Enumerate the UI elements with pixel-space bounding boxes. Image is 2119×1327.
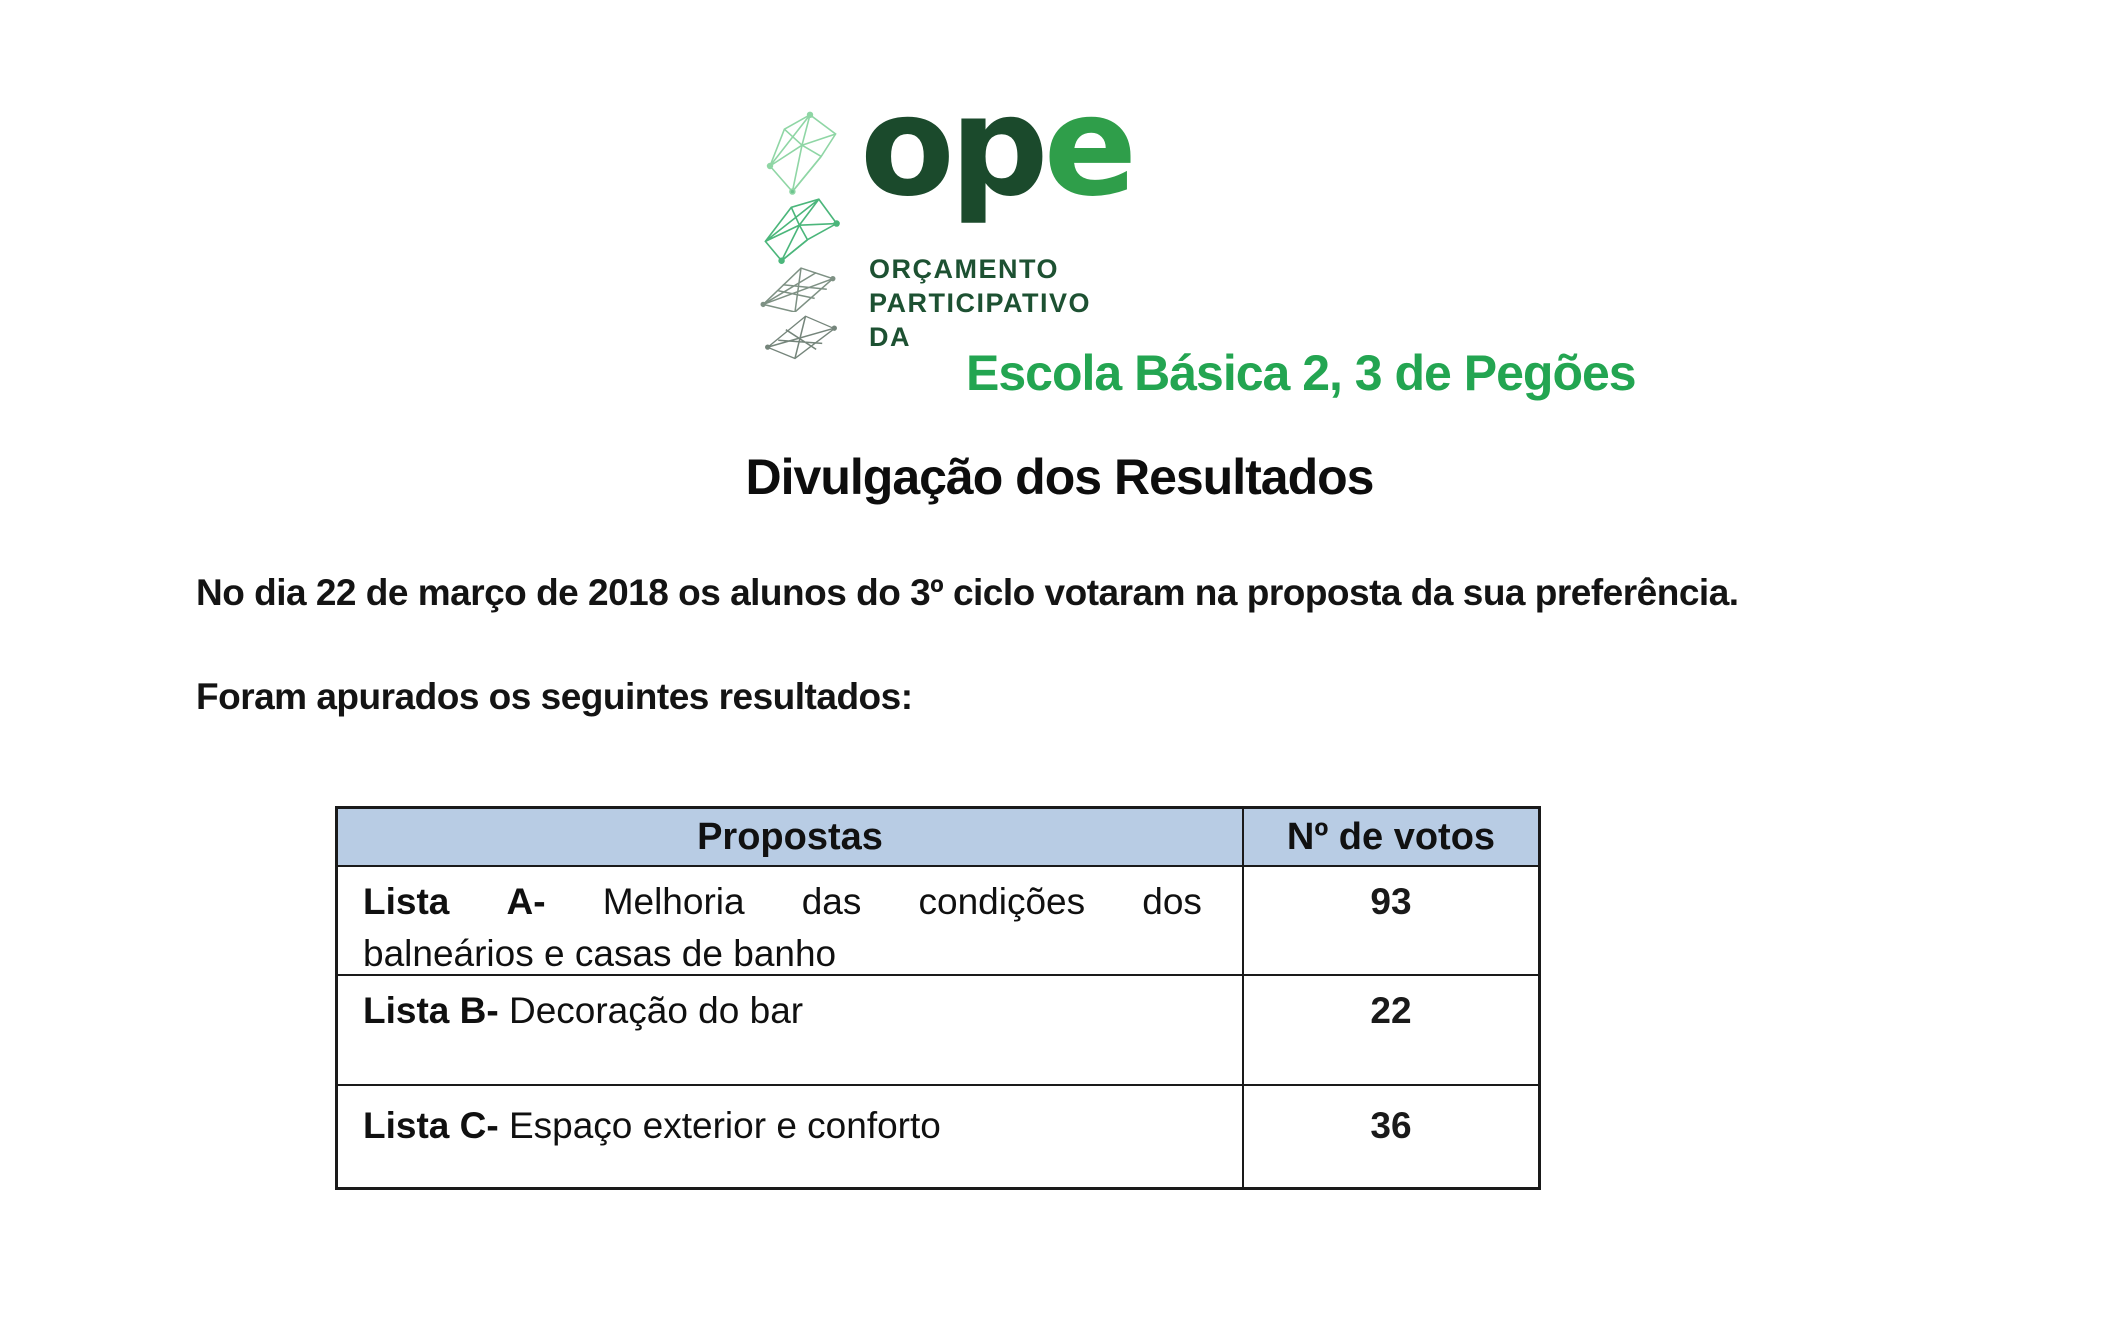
table-header-votes: Nº de votos — [1286, 815, 1496, 858]
polygon-mesh-icon-4 — [763, 310, 839, 360]
proposal-cell-lista-a: Lista A- Melhoria das condições dos baln… — [338, 867, 1244, 974]
logo-subtitle-line3: DA — [869, 322, 911, 352]
logo-subtitle: ORÇAMENTO PARTICIPATIVO DA — [869, 252, 1091, 354]
logo-subtitle-line2: PARTICIPATIVO — [869, 288, 1091, 318]
votes-cell-lista-c: 36 — [1244, 1086, 1538, 1187]
word: dos — [1142, 881, 1202, 922]
word: Melhoria — [602, 881, 745, 922]
table-row-lista-c: Lista C- Espaço exterior e conforto 36 — [338, 1086, 1538, 1187]
table-row-lista-b: Lista B- Decoração do bar 22 — [338, 976, 1538, 1086]
polygon-mesh-icon-3 — [760, 262, 836, 312]
proposal-cell-lista-c: Lista C- Espaço exterior e conforto — [338, 1086, 1244, 1187]
votes-cell-lista-a: 93 — [1244, 867, 1538, 974]
proposal-cell-lista-b: Lista B- Decoração do bar — [338, 976, 1244, 1084]
proposal-line2: balneários e casas de banho — [363, 933, 837, 974]
word: das — [801, 881, 862, 922]
table-row-lista-a: Lista A- Melhoria das condições dos baln… — [338, 867, 1538, 976]
votes-cell-lista-b: 22 — [1244, 976, 1538, 1084]
proposal-line1: Lista A- Melhoria das condições dos — [363, 876, 1202, 928]
logo-subtitle-line1: ORÇAMENTO — [869, 254, 1060, 284]
word: condições — [918, 881, 1086, 922]
school-name: Escola Básica 2, 3 de Pegões — [966, 345, 1637, 401]
word: Lista — [363, 881, 450, 922]
results-intro-paragraph: Foram apurados os seguintes resultados: — [196, 676, 913, 717]
list-description: Decoração do bar — [498, 990, 804, 1031]
proposal-text-lista-a: Lista A- Melhoria das condições dos baln… — [338, 867, 1242, 980]
logo-wordmark-e: e — [1043, 66, 1138, 227]
polygon-mesh-icon-2 — [760, 196, 842, 264]
results-table: Propostas Nº de votos Lista A- Melhoria … — [335, 806, 1541, 1190]
vote-value: 22 — [1370, 990, 1412, 1031]
logo-wordmark-op: op — [860, 66, 1049, 227]
table-header-proposals: Propostas — [338, 809, 1244, 865]
word: A- — [506, 881, 546, 922]
logo-wordmark: ope — [860, 78, 1137, 216]
list-label: Lista C- — [363, 1105, 499, 1146]
list-label: Lista B- — [363, 990, 499, 1031]
table-header-row: Propostas Nº de votos — [338, 809, 1538, 867]
proposal-text-lista-c: Lista C- Espaço exterior e conforto — [338, 1086, 1242, 1152]
intro-paragraph: No dia 22 de março de 2018 os alunos do … — [196, 572, 1739, 613]
vote-value: 93 — [1370, 881, 1412, 922]
polygon-mesh-icon-1 — [762, 110, 842, 198]
vote-value: 36 — [1370, 1105, 1412, 1146]
document-title: Divulgação dos Resultados — [745, 449, 1375, 505]
proposal-text-lista-b: Lista B- Decoração do bar — [338, 976, 1242, 1037]
list-description: Espaço exterior e conforto — [498, 1105, 941, 1146]
